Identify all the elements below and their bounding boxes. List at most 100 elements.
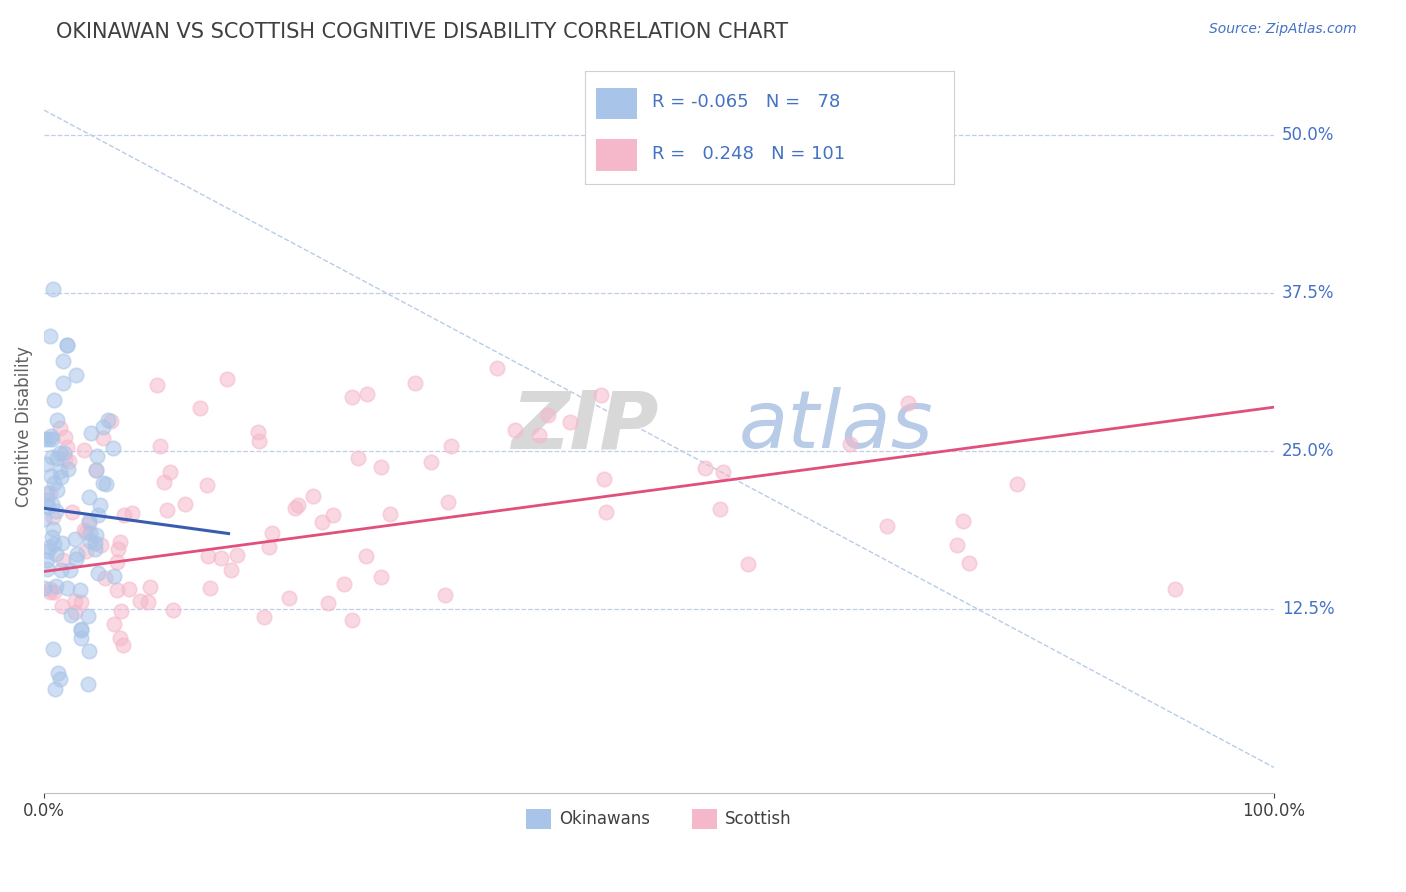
Point [44, 537, 66, 551]
Point [70, 595, 93, 609]
Point [77, 644, 100, 658]
Point [695, 460, 717, 475]
Point [48, 666, 70, 681]
Point [38, 540, 60, 554]
Point [284, 500, 307, 515]
Point [77, 609, 100, 624]
Point [159, 465, 181, 479]
Point [100, 414, 122, 428]
Point [440, 439, 463, 453]
Point [332, 576, 354, 591]
Point [86, 450, 108, 464]
Point [342, 613, 364, 627]
Point [55, 338, 77, 352]
Point [89, 498, 111, 512]
Point [433, 589, 456, 603]
Point [198, 581, 221, 595]
Point [247, 425, 270, 440]
Point [957, 556, 980, 570]
Point [354, 549, 377, 563]
Point [37, 544, 59, 558]
Point [41, 432, 63, 446]
Point [49, 421, 72, 435]
Point [42, 510, 65, 524]
Point [42, 476, 65, 491]
Point [56, 581, 79, 595]
Point [38, 432, 60, 446]
Point [45, 504, 67, 518]
Point [75, 525, 97, 540]
Point [437, 495, 460, 509]
Point [37, 493, 59, 508]
Point [45, 483, 67, 497]
Point [153, 475, 176, 490]
Point [188, 401, 211, 416]
Point [42, 641, 65, 656]
Point [156, 503, 179, 517]
Point [91, 420, 114, 434]
Point [560, 415, 582, 429]
Point [37, 553, 59, 567]
Point [87, 508, 110, 522]
Point [49, 464, 72, 478]
Point [41, 282, 63, 296]
Point [529, 428, 551, 442]
Point [215, 372, 238, 386]
Point [65, 532, 87, 546]
Point [45, 451, 67, 466]
Point [103, 616, 125, 631]
Point [58, 461, 80, 475]
Point [56, 337, 79, 351]
Point [58, 454, 80, 468]
Point [197, 549, 219, 563]
Point [37, 500, 59, 514]
Point [35, 486, 58, 500]
Point [45, 579, 67, 593]
Point [253, 610, 276, 624]
Point [69, 582, 91, 597]
Point [111, 638, 134, 652]
Point [32, 512, 55, 526]
Point [38, 329, 60, 343]
Point [91, 476, 114, 491]
Point [44, 392, 66, 407]
Point [73, 523, 96, 537]
Point [897, 396, 920, 410]
Point [42, 522, 65, 536]
Point [322, 508, 344, 523]
Point [1164, 582, 1187, 596]
Point [56, 440, 79, 454]
Point [342, 390, 364, 404]
Point [66, 547, 89, 561]
Point [136, 595, 159, 609]
Point [311, 515, 333, 529]
Point [107, 541, 129, 556]
Point [86, 463, 108, 477]
Point [537, 409, 560, 423]
Point [257, 541, 280, 555]
Point [110, 534, 132, 549]
Point [53, 430, 76, 444]
Point [103, 569, 125, 583]
Point [173, 497, 195, 511]
Point [94, 571, 117, 585]
Point [149, 439, 172, 453]
Point [225, 549, 247, 563]
Point [287, 499, 309, 513]
Point [75, 544, 97, 558]
Point [63, 605, 86, 619]
Point [107, 555, 129, 569]
Point [197, 477, 219, 491]
Point [52, 376, 75, 391]
Point [404, 376, 426, 390]
Point [34, 432, 56, 446]
Point [65, 552, 87, 566]
Point [129, 594, 152, 608]
Point [595, 505, 617, 519]
Point [91, 431, 114, 445]
Point [69, 623, 91, 637]
Point [45, 547, 67, 561]
Point [59, 563, 82, 577]
Point [51, 536, 73, 550]
Point [77, 515, 100, 529]
